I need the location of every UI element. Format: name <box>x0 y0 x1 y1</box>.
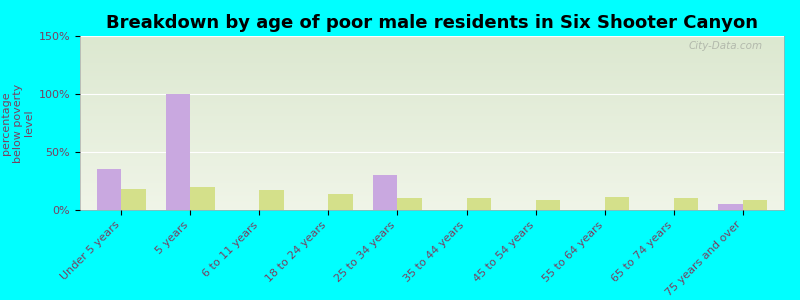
Bar <box>374 175 398 210</box>
Bar <box>535 200 560 210</box>
Bar <box>674 198 698 210</box>
Title: Breakdown by age of poor male residents in Six Shooter Canyon: Breakdown by age of poor male residents … <box>106 14 758 32</box>
Bar <box>122 189 146 210</box>
Bar <box>329 194 353 210</box>
Text: City-Data.com: City-Data.com <box>689 41 763 51</box>
Bar <box>398 198 422 210</box>
Bar <box>718 204 742 210</box>
Y-axis label: percentage
below poverty
level: percentage below poverty level <box>2 83 34 163</box>
Bar <box>605 197 629 210</box>
Bar <box>466 198 490 210</box>
Bar <box>166 94 190 210</box>
Bar <box>742 200 766 210</box>
Bar <box>98 169 122 210</box>
Bar <box>190 187 214 210</box>
Bar <box>259 190 284 210</box>
